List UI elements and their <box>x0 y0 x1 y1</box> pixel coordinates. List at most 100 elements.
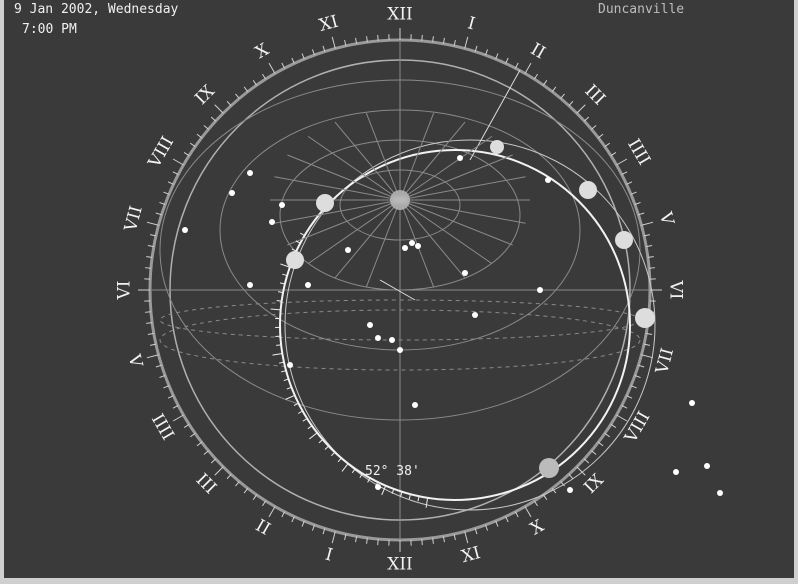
dial-tick <box>583 116 590 122</box>
dial-tick <box>453 533 456 541</box>
dial-tick <box>163 385 170 389</box>
ecliptic-tick <box>280 263 290 268</box>
dial-tick <box>634 201 641 205</box>
ecliptic-tick <box>417 496 420 502</box>
star <box>402 245 408 251</box>
dial-tick <box>172 414 184 422</box>
dial-tick <box>214 104 224 114</box>
dial-tick <box>647 256 654 258</box>
dial-tick <box>301 53 305 60</box>
dial-tick <box>149 343 157 346</box>
dial-tick <box>560 481 565 487</box>
star <box>397 347 403 353</box>
dial-tick <box>301 520 305 527</box>
dial-tick <box>377 34 379 41</box>
dial-tick <box>149 234 157 237</box>
dial-tick <box>196 441 202 447</box>
hour-label: VI <box>115 281 135 301</box>
dial-tick <box>146 256 153 258</box>
ecliptic-tick <box>381 485 387 496</box>
dial-tick <box>551 488 557 494</box>
dial-tick <box>610 423 617 428</box>
dial-tick <box>649 267 656 269</box>
planet <box>615 231 633 249</box>
ecliptic-tick <box>324 445 329 450</box>
dial-tick <box>505 516 509 523</box>
planet <box>635 308 655 328</box>
dial-tick <box>524 62 532 74</box>
planet <box>579 181 597 199</box>
dial-tick <box>147 245 154 248</box>
dial-tick <box>146 354 159 359</box>
dial-tick <box>322 45 326 52</box>
dial-tick <box>262 73 267 80</box>
ecliptic-tick <box>293 402 299 406</box>
spoke <box>399 135 493 201</box>
star <box>462 270 468 276</box>
dial-tick <box>464 36 469 49</box>
dial-tick <box>163 191 170 195</box>
dial-tick <box>576 104 586 114</box>
star <box>247 282 253 288</box>
dial-tick <box>638 364 645 368</box>
hour-label: XII <box>387 5 413 25</box>
dial-tick <box>621 404 628 409</box>
dial-tick <box>311 524 315 531</box>
spoke <box>365 112 401 201</box>
dial-tick <box>344 39 347 47</box>
dial-tick <box>442 37 445 44</box>
dial-tick <box>190 432 196 438</box>
dial-tick <box>172 171 179 176</box>
hour-label: V <box>655 209 678 228</box>
dial-tick <box>621 171 628 176</box>
dial-tick <box>183 423 190 428</box>
star <box>567 487 573 493</box>
hour-label: I <box>465 13 477 34</box>
ecliptic-tick <box>302 418 308 422</box>
star <box>247 170 253 176</box>
dial-tick <box>144 311 151 313</box>
star <box>345 247 351 253</box>
star <box>673 469 679 475</box>
ecliptic-tick <box>391 488 395 494</box>
dial-tick <box>630 191 637 195</box>
dial-tick <box>172 158 184 166</box>
dial-tick <box>366 537 368 544</box>
dial-tick <box>183 152 190 157</box>
dial-tick <box>604 142 610 148</box>
dial-tick <box>167 181 174 185</box>
star <box>229 190 235 196</box>
pole-glow <box>390 190 410 210</box>
dial-tick <box>474 528 478 535</box>
ecliptic-tick <box>307 425 313 430</box>
dial-tick <box>610 152 617 157</box>
dial-tick <box>568 100 574 107</box>
dial-tick <box>442 536 445 543</box>
dial-tick <box>322 528 326 535</box>
dial-tick <box>262 500 267 507</box>
dial-tick <box>533 500 538 507</box>
dial-tick <box>421 539 423 546</box>
star <box>182 227 188 233</box>
star <box>305 282 311 288</box>
planet <box>286 251 304 269</box>
star <box>412 402 418 408</box>
hour-label: V <box>123 352 146 371</box>
ecliptic-tick <box>272 353 283 356</box>
dial-tick <box>495 520 499 527</box>
dial-tick <box>524 506 532 518</box>
dial-tick <box>226 473 232 480</box>
star <box>472 312 478 318</box>
star <box>367 322 373 328</box>
ecliptic-tick <box>425 497 429 508</box>
ecliptic-tick <box>278 361 285 364</box>
dial-tick <box>268 506 276 518</box>
hour-label: VI <box>666 280 686 300</box>
spoke <box>334 199 401 279</box>
ecliptic-tick <box>285 394 295 400</box>
dial-tick <box>505 57 509 64</box>
ecliptic-tick <box>341 463 349 472</box>
dial-tick <box>243 86 249 92</box>
dial-tick <box>243 488 249 494</box>
